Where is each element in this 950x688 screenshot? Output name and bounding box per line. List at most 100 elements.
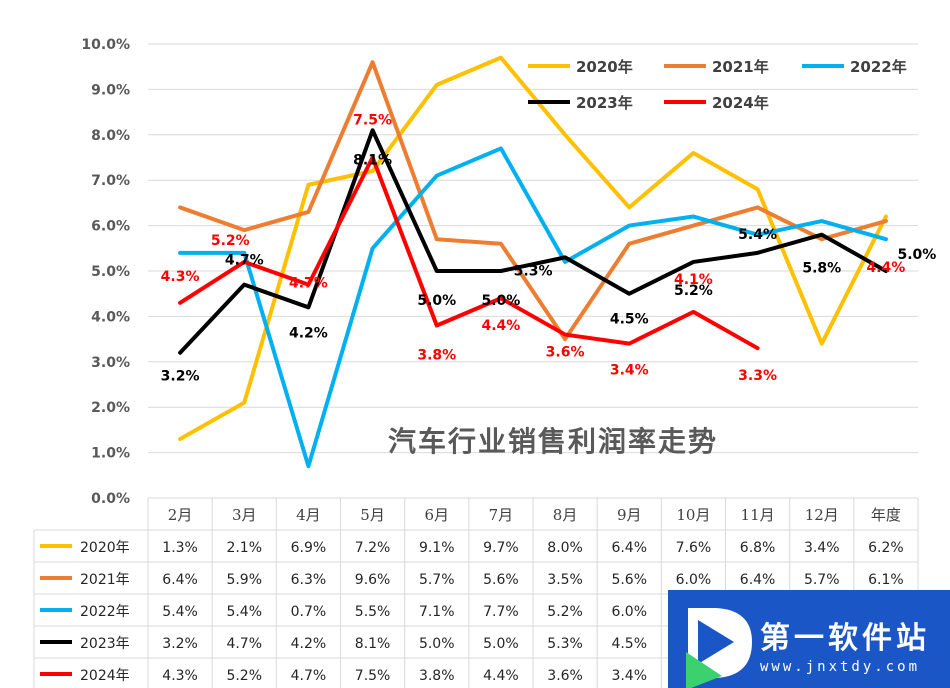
table-cell: 6.2% xyxy=(868,540,904,556)
table-cell: 7.7% xyxy=(483,604,519,620)
y-tick-label: 6.0% xyxy=(91,219,130,235)
table-cell: 2.1% xyxy=(226,540,262,556)
table-series-name: 2022年 xyxy=(80,604,130,620)
table-cell: 5.4% xyxy=(226,604,262,620)
x-tick-label: 8月 xyxy=(553,506,578,524)
legend-label: 2023年 xyxy=(576,94,633,112)
data-label: 8.1% xyxy=(353,152,392,168)
legend-label: 2024年 xyxy=(712,94,769,112)
table-cell: 5.7% xyxy=(419,572,455,588)
table-series-name: 2023年 xyxy=(80,636,130,652)
table-cell: 9.6% xyxy=(355,572,391,588)
y-tick-label: 7.0% xyxy=(91,173,130,189)
data-label: 5.8% xyxy=(802,261,841,277)
x-tick-label: 12月 xyxy=(805,506,839,524)
data-label: 3.6% xyxy=(546,345,585,361)
y-tick-label: 3.0% xyxy=(91,355,130,371)
watermark-logo-icon xyxy=(686,608,752,688)
data-label: 5.0% xyxy=(417,293,456,309)
watermark-title: 第一软件站 xyxy=(760,621,930,656)
table-cell: 6.8% xyxy=(740,540,776,556)
table-cell: 5.9% xyxy=(226,572,262,588)
x-tick-label: 2月 xyxy=(168,506,193,524)
data-label: 4.7% xyxy=(289,276,328,292)
data-label: 7.5% xyxy=(353,113,392,129)
chart-title: 汽车行业销售利润率走势 xyxy=(388,425,718,458)
table-cell: 4.7% xyxy=(291,668,327,684)
table-cell: 7.1% xyxy=(419,604,455,620)
table-cell: 6.9% xyxy=(291,540,327,556)
y-tick-label: 9.0% xyxy=(91,82,130,98)
data-label: 5.2% xyxy=(211,233,250,249)
series-line xyxy=(178,128,888,355)
data-label: 4.4% xyxy=(482,318,521,334)
x-tick-label: 10月 xyxy=(676,506,710,524)
table-cell: 9.1% xyxy=(419,540,455,556)
series-lines xyxy=(178,55,888,469)
x-tick-label: 3月 xyxy=(232,506,257,524)
x-tick-label: 7月 xyxy=(489,506,514,524)
table-cell: 6.4% xyxy=(740,572,776,588)
y-axis: 0.0% 1.0% 2.0% 3.0% 4.0% 5.0% 6.0% 7.0% 8.0% 9.0%… xyxy=(81,37,130,507)
site-watermark: 第一软件站 www.jnxtdy.com xyxy=(668,590,950,688)
table-cell: 0.7% xyxy=(291,604,327,620)
table-cell: 4.3% xyxy=(162,668,198,684)
y-tick-label: 2.0% xyxy=(91,400,130,416)
data-label: 4.1% xyxy=(674,272,713,288)
data-label: 4.2% xyxy=(289,325,328,341)
table-cell: 3.5% xyxy=(547,572,583,588)
table-series-name: 2024年 xyxy=(80,668,130,684)
y-tick-label: 5.0% xyxy=(91,264,130,280)
series-line xyxy=(178,146,888,469)
watermark-url: www.jnxtdy.com xyxy=(760,659,920,675)
legend: 2020年 2021年 2022年 2023年 2024年 xyxy=(528,58,907,112)
x-tick-label: 11月 xyxy=(741,506,775,524)
table-cell: 5.7% xyxy=(804,572,840,588)
table-cell: 5.2% xyxy=(226,668,262,684)
table-cell: 4.5% xyxy=(611,636,647,652)
table-cell: 8.0% xyxy=(547,540,583,556)
series-line xyxy=(178,155,760,351)
table-cell: 6.1% xyxy=(868,572,904,588)
table-cell: 5.6% xyxy=(611,572,647,588)
data-labels: 3.2% 4.7% 4.2% 8.1% 5.0% 5.0% 5.3% 4.5% 5.2% 5.4%… xyxy=(161,113,937,385)
table-cell: 8.1% xyxy=(355,636,391,652)
table-cell: 3.4% xyxy=(611,668,647,684)
table-cell: 5.3% xyxy=(547,636,583,652)
data-label: 4.5% xyxy=(610,312,649,328)
table-cell: 9.7% xyxy=(483,540,519,556)
table-cell: 6.0% xyxy=(611,604,647,620)
y-tick-label: 4.0% xyxy=(91,309,130,325)
data-label: 4.7% xyxy=(225,253,264,269)
table-cell: 3.6% xyxy=(547,668,583,684)
series-line xyxy=(178,60,888,342)
table-cell: 3.2% xyxy=(162,636,198,652)
table-cell: 3.8% xyxy=(419,668,455,684)
table-cell: 4.7% xyxy=(226,636,262,652)
series-line xyxy=(178,55,888,441)
table-cell: 6.4% xyxy=(611,540,647,556)
table-cell: 6.0% xyxy=(676,572,712,588)
data-label: 3.3% xyxy=(738,368,777,384)
table-cell: 4.2% xyxy=(291,636,327,652)
table-cell: 7.2% xyxy=(355,540,391,556)
table-cell: 6.4% xyxy=(162,572,198,588)
legend-label: 2021年 xyxy=(712,58,769,76)
legend-label: 2022年 xyxy=(850,58,907,76)
table-cell: 1.3% xyxy=(162,540,198,556)
table-series-name: 2021年 xyxy=(80,572,130,588)
data-label: 3.8% xyxy=(417,347,456,363)
x-tick-label: 4月 xyxy=(296,506,321,524)
data-label: 5.3% xyxy=(514,263,553,279)
table-cell: 7.6% xyxy=(676,540,712,556)
data-label: 4.3% xyxy=(161,269,200,285)
data-label: 4.4% xyxy=(867,260,906,276)
legend-label: 2020年 xyxy=(576,58,633,76)
table-series-name: 2020年 xyxy=(80,540,130,556)
table-cell: 5.4% xyxy=(162,604,198,620)
table-cell: 5.5% xyxy=(355,604,391,620)
table-cell: 5.6% xyxy=(483,572,519,588)
data-label: 5.2% xyxy=(674,283,713,299)
